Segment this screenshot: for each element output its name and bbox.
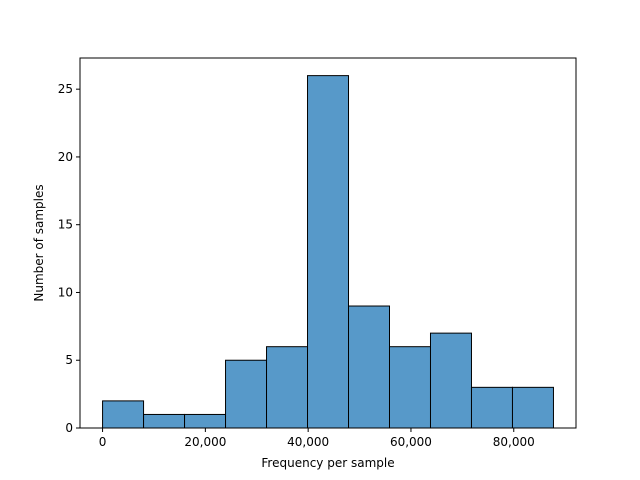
histogram-bar	[143, 413, 186, 429]
histogram-bar	[266, 346, 309, 429]
y-tick-label: 20	[58, 150, 73, 164]
y-tick-label: 5	[65, 353, 73, 367]
x-tick-label: 80,000	[493, 435, 535, 449]
x-axis: 0 20,000 40,000 60,000 80,000	[99, 428, 535, 449]
histogram-bar	[470, 386, 513, 429]
x-tick-label: 60,000	[390, 435, 432, 449]
plot-frame	[79, 57, 577, 429]
x-axis-label: Frequency per sample	[261, 456, 394, 470]
histogram-bar	[184, 413, 227, 429]
histogram-bar	[511, 386, 554, 429]
y-tick-label: 0	[65, 421, 73, 435]
y-tick-label: 25	[58, 82, 73, 96]
histogram-bar	[388, 346, 431, 429]
histogram-bar	[102, 400, 145, 429]
y-tick-label: 15	[58, 218, 73, 232]
histogram-bar	[429, 332, 472, 429]
y-axis: 0 5 10 15 20 25	[58, 82, 80, 435]
histogram-bar	[307, 75, 350, 429]
x-tick-label: 40,000	[287, 435, 329, 449]
x-tick-label: 20,000	[184, 435, 226, 449]
bars-group	[102, 75, 554, 429]
histogram-bar	[348, 305, 390, 429]
y-axis-label: Number of samples	[32, 184, 46, 301]
histogram-bar	[225, 359, 268, 429]
y-tick-label: 10	[58, 285, 73, 299]
x-tick-label: 0	[99, 435, 107, 449]
